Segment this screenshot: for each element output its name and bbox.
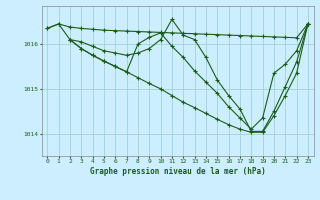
X-axis label: Graphe pression niveau de la mer (hPa): Graphe pression niveau de la mer (hPa) xyxy=(90,167,266,176)
